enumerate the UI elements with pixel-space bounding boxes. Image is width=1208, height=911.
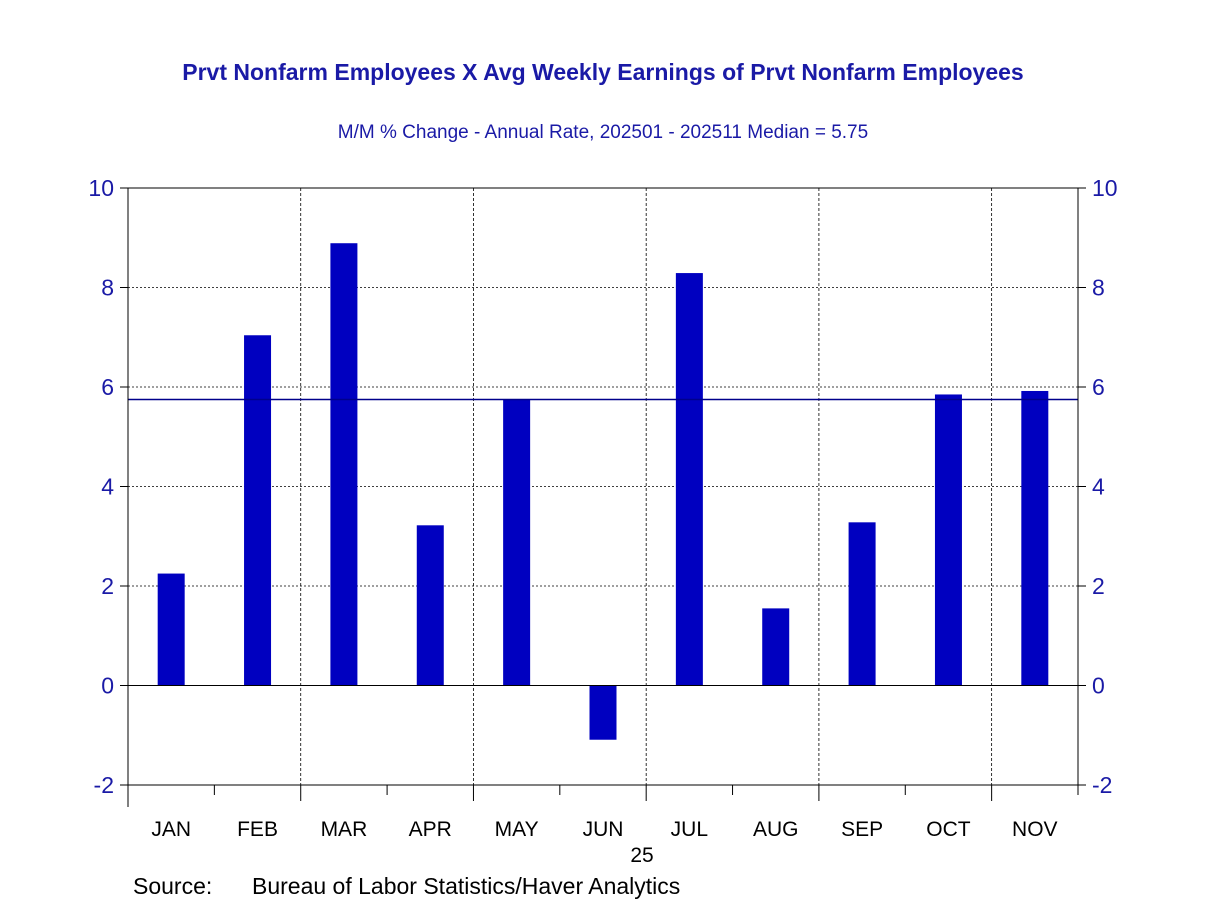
bar-mar <box>330 243 358 686</box>
x-tick-label: APR <box>409 818 452 841</box>
y-tick-label-left: 4 <box>101 474 114 500</box>
y-tick-label-left: -2 <box>94 772 114 798</box>
bar-nov <box>1021 390 1049 686</box>
x-tick-label: MAY <box>495 818 539 841</box>
x-tick-label: SEP <box>841 818 883 841</box>
source-label: Source: <box>133 873 212 899</box>
x-tick-label: JAN <box>151 818 191 841</box>
bar-aug <box>762 608 790 686</box>
x-tick-label: JUN <box>583 818 624 841</box>
bar-apr <box>416 525 444 686</box>
y-tick-label-right: -2 <box>1092 772 1112 798</box>
bar-jul <box>675 273 703 686</box>
bar-oct <box>934 394 962 686</box>
y-tick-label-right: 10 <box>1092 175 1118 201</box>
x-tick-label: NOV <box>1012 818 1058 841</box>
y-tick-label-right: 2 <box>1092 573 1105 599</box>
plot-frame <box>127 187 1079 786</box>
bar-sep <box>848 522 876 686</box>
y-tick-label-left: 0 <box>101 673 114 699</box>
x-tick-label: AUG <box>753 818 799 841</box>
x-tick-label: OCT <box>926 818 971 841</box>
y-tick-label-left: 6 <box>101 374 114 400</box>
x-tick-label: MAR <box>321 818 368 841</box>
x-tick-label: FEB <box>237 818 278 841</box>
y-tick-label-right: 0 <box>1092 673 1105 699</box>
y-tick-label-left: 10 <box>88 175 114 201</box>
chart-subtitle: M/M % Change - Annual Rate, 202501 - 202… <box>338 122 868 143</box>
bar-jan <box>157 573 185 686</box>
chart-title: Prvt Nonfarm Employees X Avg Weekly Earn… <box>182 59 1023 85</box>
y-tick-label-left: 2 <box>101 573 114 599</box>
bar-feb <box>244 335 272 686</box>
y-tick-label-right: 4 <box>1092 474 1105 500</box>
source-text: Bureau of Labor Statistics/Haver Analyti… <box>252 873 680 899</box>
y-tick-label-left: 8 <box>101 275 114 301</box>
x-tick-label: JUL <box>671 818 708 841</box>
bar-jun <box>589 685 617 740</box>
bar-may <box>503 399 531 686</box>
y-tick-label-right: 6 <box>1092 374 1105 400</box>
y-tick-label-right: 8 <box>1092 275 1105 301</box>
year-label: 25 <box>630 844 653 867</box>
